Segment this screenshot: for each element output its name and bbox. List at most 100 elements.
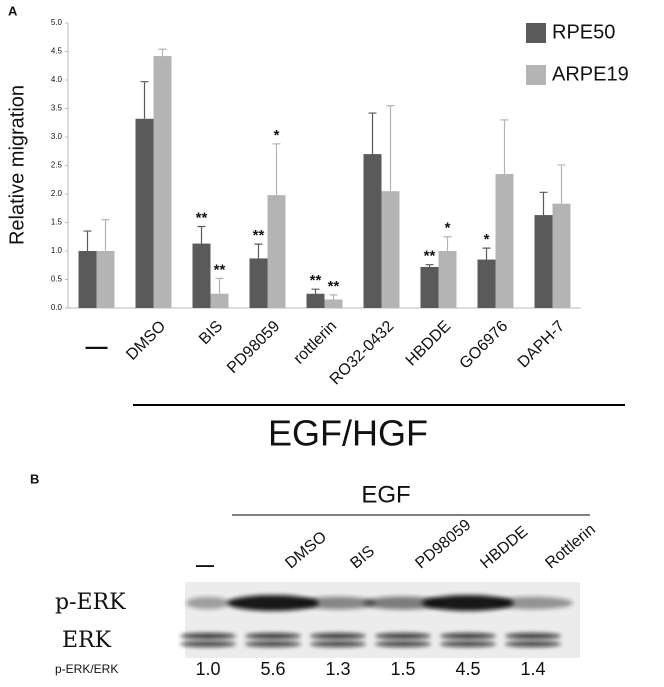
error-bar (425, 264, 434, 267)
bar (153, 56, 172, 309)
bar (249, 258, 268, 308)
significance: * (445, 220, 451, 237)
lane-label: BIS (347, 543, 378, 573)
error-bar (272, 143, 281, 196)
bar (363, 154, 382, 308)
panel-label: A (8, 3, 18, 18)
legend-swatch (526, 65, 546, 85)
bar (534, 215, 553, 308)
x-tick-label: DAPH-7 (515, 318, 569, 372)
x-tick-label: DMSO (123, 318, 169, 364)
error-bar (482, 247, 491, 260)
blot-band (505, 641, 561, 647)
blot-band (310, 633, 366, 639)
error-bar (443, 236, 452, 251)
blot-band (440, 633, 496, 639)
error-bar (311, 288, 320, 294)
error-bar (140, 81, 149, 119)
error-bar (368, 112, 377, 155)
blot-band (310, 641, 366, 647)
bar (210, 293, 229, 308)
y-tick-label: 3.0 (51, 132, 63, 141)
error-bar (215, 277, 224, 294)
blot-band (227, 595, 319, 611)
group-label: EGF/HGF (268, 413, 428, 454)
significance: * (484, 231, 490, 248)
ratio-value: 1.0 (195, 659, 220, 679)
significance: ** (328, 278, 340, 295)
error-bar (101, 219, 110, 251)
blot-band (300, 596, 376, 610)
bar (192, 243, 211, 308)
bar (78, 251, 97, 308)
x-tick-label: PD98059 (224, 318, 283, 377)
blot-band (422, 595, 514, 611)
ratio-value: 1.5 (390, 659, 415, 679)
x-tick-label: HBDDE (403, 318, 455, 370)
significance: ** (424, 248, 436, 265)
bar (438, 251, 457, 308)
error-bar (557, 164, 566, 204)
y-tick-label: 5.0 (51, 18, 63, 27)
ratio-label: p-ERK/ERK (55, 662, 118, 676)
ratio-value: 5.6 (260, 659, 285, 679)
legend-label: RPE50 (552, 21, 615, 43)
ratio-value: 1.4 (520, 659, 545, 679)
significance: ** (253, 227, 265, 244)
significance: ** (214, 261, 226, 278)
bar (96, 251, 115, 308)
row-label: p-ERK (55, 590, 126, 615)
significance: ** (196, 209, 208, 226)
bar (381, 191, 400, 308)
y-tick-label: 2.0 (51, 189, 63, 198)
y-axis-label: Relative migration (6, 85, 28, 245)
ratio-value: 4.5 (455, 659, 480, 679)
x-tick-label: BIS (196, 318, 226, 348)
blot-band (505, 633, 561, 639)
blot-band (493, 596, 573, 610)
y-tick-label: 4.5 (51, 47, 63, 56)
y-tick-label: 0.5 (51, 275, 63, 284)
y-tick-label: 2.5 (51, 161, 63, 170)
blot-band (180, 633, 236, 639)
bar (495, 174, 514, 308)
blot-band (375, 641, 431, 647)
significance: ** (310, 272, 322, 289)
error-bar (329, 294, 338, 300)
y-tick-label: 1.5 (51, 218, 63, 227)
blot-band (186, 596, 230, 610)
significance: * (274, 127, 280, 144)
error-bar (500, 119, 509, 175)
blot-band (440, 641, 496, 647)
x-tick-label: — (86, 334, 108, 359)
lane-label: DMSO (282, 528, 330, 572)
ratio-value: 1.3 (325, 659, 350, 679)
lane-label: — (196, 555, 214, 575)
y-tick-label: 0.0 (51, 303, 63, 312)
legend-swatch (526, 23, 546, 43)
bar (267, 195, 286, 308)
bar (552, 203, 571, 308)
error-bar (158, 48, 167, 57)
error-bar (539, 191, 548, 216)
blot-band (375, 633, 431, 639)
lane-label: PD98059 (412, 516, 474, 572)
blot-band (245, 633, 301, 639)
lane-label: HBDDE (477, 523, 531, 572)
error-bar (83, 230, 92, 251)
legend-label: ARPE19 (552, 63, 629, 85)
blot-band (245, 641, 301, 647)
bar (135, 118, 154, 308)
treatment-label: EGF (361, 481, 410, 508)
blot-band (363, 596, 443, 610)
lane-label: Rottlerin (542, 521, 599, 572)
panel-label: B (30, 471, 39, 486)
y-tick-label: 3.5 (51, 104, 63, 113)
bar (477, 259, 496, 308)
y-tick-label: 4.0 (51, 75, 63, 84)
error-bar (386, 105, 395, 192)
y-tick-label: 1.0 (51, 246, 63, 255)
bar (324, 299, 343, 308)
bar (420, 266, 439, 308)
